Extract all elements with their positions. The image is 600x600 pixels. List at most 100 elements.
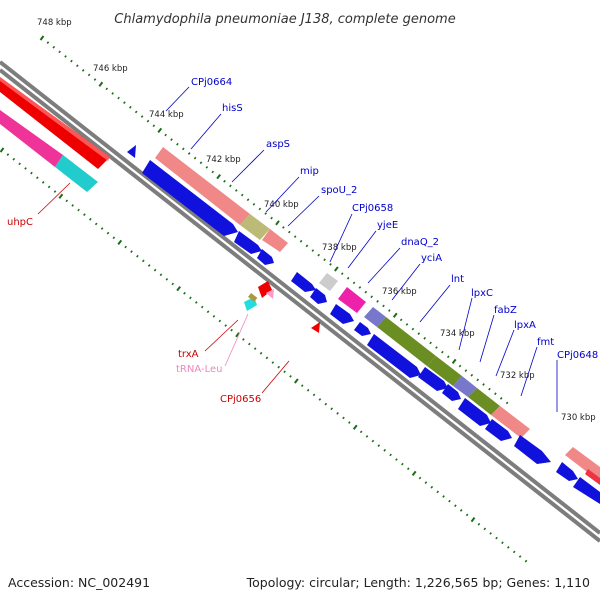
minor-tick: [282, 226, 285, 229]
minor-tick: [306, 388, 310, 392]
major-tick: [470, 516, 476, 523]
hisS-aspS-bar[interactable]: [155, 147, 250, 225]
spoU-bar[interactable]: [262, 229, 288, 252]
trna-leu-feature[interactable]: [266, 289, 274, 299]
yciA-bar[interactable]: [427, 356, 462, 386]
minor-tick: [12, 157, 16, 161]
minor-tick: [218, 319, 222, 323]
gene-label-yciA[interactable]: yciA: [421, 253, 442, 264]
minor-tick: [505, 401, 509, 405]
minor-tick: [206, 310, 210, 314]
lpxC-bar[interactable]: [453, 376, 477, 397]
minor-tick: [53, 190, 57, 193]
gene-label-dnaQ_2[interactable]: dnaQ_2: [401, 237, 439, 248]
blue-arrow-11[interactable]: [458, 398, 491, 426]
minor-tick: [459, 508, 463, 512]
gene-label-aspS[interactable]: aspS: [266, 139, 290, 150]
minor-tick: [194, 301, 198, 304]
ruler-label: 742 kbp: [206, 155, 241, 165]
minor-tick: [518, 555, 522, 558]
minor-tick: [482, 383, 485, 386]
gene-label-tRNA-Leu[interactable]: tRNA-Leu: [176, 364, 222, 375]
gene-label-hisS[interactable]: hisS: [222, 103, 243, 114]
gene-label-spoU_2[interactable]: spoU_2: [321, 185, 357, 196]
major-tick: [0, 147, 5, 153]
minor-tick: [382, 304, 385, 308]
minor-tick: [242, 338, 245, 341]
blue-arrow-10[interactable]: [442, 384, 461, 401]
minor-tick: [230, 328, 233, 332]
major-tick: [176, 285, 181, 292]
ruler-label: 740 kbp: [264, 200, 299, 210]
CPj0648-bar-2[interactable]: [585, 469, 600, 485]
blue-arrow-13[interactable]: [514, 435, 551, 464]
backbone-line-outer: [0, 60, 600, 535]
minor-tick: [70, 59, 73, 63]
grey-feature[interactable]: [319, 273, 338, 291]
minor-tick: [24, 167, 27, 170]
gene-label-uhpC[interactable]: uhpC: [7, 217, 33, 228]
blue-arrow-1[interactable]: [142, 160, 238, 236]
minor-tick: [417, 332, 421, 336]
mip-bar[interactable]: [240, 214, 270, 240]
minor-tick: [35, 176, 39, 180]
minor-tick: [312, 393, 316, 397]
gene-label-trxA[interactable]: trxA: [178, 349, 199, 360]
blue-arrow-2[interactable]: [234, 231, 262, 254]
gene-label-CPj0658[interactable]: CPj0658: [352, 203, 393, 214]
blue-arrow-14[interactable]: [556, 462, 578, 481]
gene-label-lpxA[interactable]: lpxA: [514, 320, 536, 331]
gene-label-fabZ[interactable]: fabZ: [494, 305, 517, 316]
minor-tick: [170, 138, 173, 142]
major-tick: [392, 312, 398, 318]
minor-tick: [299, 239, 303, 243]
lnt-bar[interactable]: [377, 317, 436, 366]
blue-arrow-9[interactable]: [418, 367, 448, 391]
minor-tick: [448, 499, 451, 503]
major-tick: [98, 81, 104, 87]
minor-tick: [501, 541, 504, 545]
minor-tick: [146, 119, 150, 123]
gene-label-mip[interactable]: mip: [300, 166, 319, 177]
minor-tick: [352, 281, 356, 285]
minor-tick: [435, 346, 438, 349]
fmt-bar[interactable]: [491, 406, 530, 438]
gene-label-CPj0648[interactable]: CPj0648: [557, 350, 598, 361]
blue-arrow-15[interactable]: [573, 477, 600, 504]
ruler-ticks: [0, 35, 528, 563]
blue-arrow-6[interactable]: [330, 304, 354, 324]
gene-label-fmt[interactable]: fmt: [537, 337, 554, 348]
minor-tick: [476, 378, 480, 382]
gene-label-lnt[interactable]: lnt: [451, 274, 464, 285]
minor-tick: [106, 231, 110, 235]
minor-tick: [134, 110, 138, 114]
gene-label-CPj0664[interactable]: CPj0664: [191, 77, 232, 88]
minor-tick: [399, 318, 403, 322]
minor-tick: [499, 396, 503, 400]
yjeE-bar[interactable]: [364, 307, 386, 327]
minor-tick: [446, 355, 450, 359]
minor-tick: [65, 199, 69, 203]
CPj0658-bar[interactable]: [338, 287, 366, 313]
gene-bar-reverse-cyan[interactable]: [55, 155, 98, 192]
label-leader-lines: [37, 86, 558, 412]
minor-tick: [336, 411, 339, 415]
blue-arrow-4[interactable]: [291, 272, 316, 292]
minor-tick: [495, 536, 498, 540]
CPj0656-feature[interactable]: [311, 322, 320, 333]
minor-tick: [364, 290, 368, 294]
trxA-feature[interactable]: [258, 281, 272, 298]
minor-tick: [377, 444, 381, 448]
fabZ-lpxA-bar[interactable]: [468, 388, 500, 415]
blue-arrow-12[interactable]: [485, 419, 512, 441]
blue-arrow-7[interactable]: [354, 322, 371, 336]
gene-label-yjeE[interactable]: yjeE: [377, 220, 398, 231]
blue-arrow-8[interactable]: [367, 334, 421, 378]
gene-bar-reverse-pink[interactable]: [0, 110, 63, 167]
small-blue-arrow[interactable]: [127, 145, 136, 158]
gene-label-CPj0656[interactable]: CPj0656: [220, 394, 261, 405]
olive-small-feature[interactable]: [248, 292, 258, 302]
blue-arrow-3[interactable]: [257, 249, 274, 265]
blue-arrow-5[interactable]: [310, 288, 327, 304]
gene-label-lpxC[interactable]: lpxC: [471, 288, 493, 299]
